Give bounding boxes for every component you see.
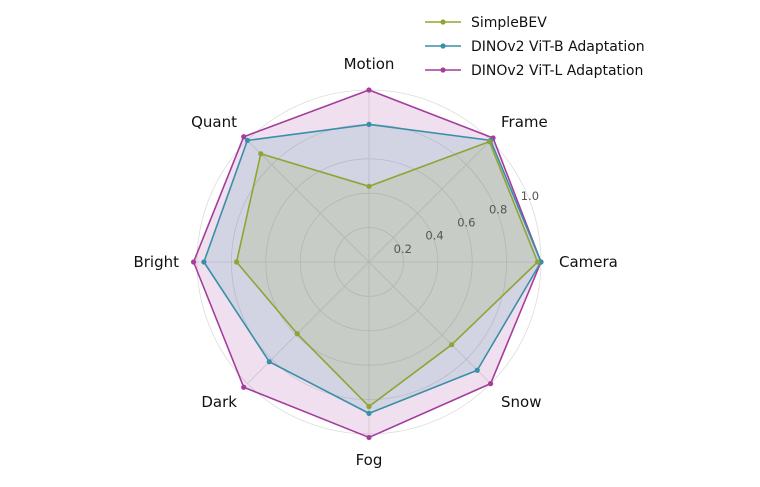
radial-tick-label: 0.4 xyxy=(425,229,443,243)
axis-label-snow: Snow xyxy=(501,393,541,411)
radar-labels: 0.2 0.4 0.6 0.8 1.0 Camera Frame Motion Quant Bri… xyxy=(133,55,617,469)
series-2-point-motion xyxy=(366,87,372,93)
legend-marker xyxy=(440,43,446,49)
series-1 xyxy=(201,121,544,416)
series-1-point-snow xyxy=(474,367,480,373)
legend-label: DINOv2 ViT-L Adaptation xyxy=(471,63,643,79)
series-0-point-camera xyxy=(534,259,541,265)
series-0-point-dark xyxy=(294,331,300,337)
spoke-frame xyxy=(368,140,491,263)
series-2-point-dark xyxy=(241,384,247,390)
legend-marker xyxy=(440,19,446,25)
spoke-quant xyxy=(247,140,370,263)
legend-label: SimpleBEV xyxy=(471,15,547,31)
series-0-point-quant xyxy=(258,151,264,157)
series-0-point-frame xyxy=(486,138,493,145)
series-0-point-snow xyxy=(449,342,455,348)
series-0-point-bright xyxy=(233,259,240,265)
radial-tick-label: 0.6 xyxy=(457,216,475,230)
series-0 xyxy=(233,138,541,410)
legend-marker xyxy=(440,67,446,73)
legend-entry-0: SimpleBEV xyxy=(425,15,547,31)
radial-tick-label: 0.2 xyxy=(394,242,412,256)
axis-label-dark: Dark xyxy=(201,393,237,411)
legend-entry-2: DINOv2 ViT-L Adaptation xyxy=(425,63,643,79)
radar-series xyxy=(190,87,544,441)
series-1-point-quant xyxy=(244,137,250,143)
series-1-point-bright xyxy=(201,259,207,265)
legend-label: DINOv2 ViT-B Adaptation xyxy=(471,39,645,55)
axis-label-camera: Camera xyxy=(559,253,618,271)
axis-label-motion: Motion xyxy=(344,55,395,73)
axis-label-frame: Frame xyxy=(501,113,548,131)
series-0-point-motion xyxy=(366,183,372,189)
spoke-snow xyxy=(368,261,491,384)
series-2-point-fog xyxy=(366,434,372,441)
legend: SimpleBEV DINOv2 ViT-B Adaptation DINOv2 V… xyxy=(425,15,645,79)
axis-label-bright: Bright xyxy=(133,253,179,271)
legend-entry-1: DINOv2 ViT-B Adaptation xyxy=(425,39,645,55)
radial-tick-label: 1.0 xyxy=(521,189,539,203)
series-1-point-dark xyxy=(266,359,272,365)
radial-tick-label: 0.8 xyxy=(489,202,507,216)
series-2-point-bright xyxy=(190,259,197,265)
series-0-point-fog xyxy=(366,403,372,410)
axis-label-fog: Fog xyxy=(356,451,383,469)
series-2-point-snow xyxy=(488,381,494,387)
axis-label-quant: Quant xyxy=(191,113,237,131)
series-1-point-motion xyxy=(366,121,372,127)
series-2-point-quant xyxy=(241,134,247,140)
series-1-point-fog xyxy=(366,410,372,416)
series-2 xyxy=(190,87,544,441)
